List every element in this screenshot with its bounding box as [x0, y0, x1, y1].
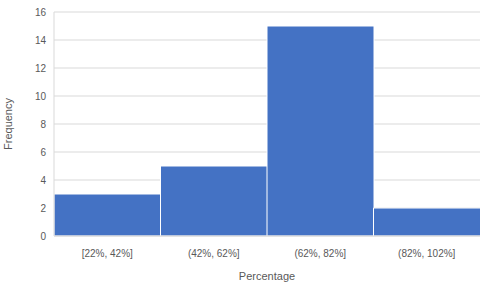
svg-text:6: 6	[40, 147, 46, 158]
svg-text:(82%, 102%]: (82%, 102%]	[398, 248, 455, 259]
svg-text:Frequency: Frequency	[8, 98, 14, 150]
svg-text:Percentage: Percentage	[239, 270, 295, 282]
svg-text:8: 8	[40, 119, 46, 130]
svg-text:12: 12	[35, 63, 47, 74]
svg-text:(42%, 62%]: (42%, 62%]	[188, 248, 240, 259]
svg-text:[22%, 42%]: [22%, 42%]	[82, 248, 133, 259]
svg-text:(62%, 82%]: (62%, 82%]	[294, 248, 346, 259]
svg-text:2: 2	[40, 203, 46, 214]
svg-text:0: 0	[40, 231, 46, 242]
svg-text:14: 14	[35, 35, 47, 46]
svg-text:10: 10	[35, 91, 47, 102]
svg-text:4: 4	[40, 175, 46, 186]
svg-text:16: 16	[35, 7, 47, 18]
